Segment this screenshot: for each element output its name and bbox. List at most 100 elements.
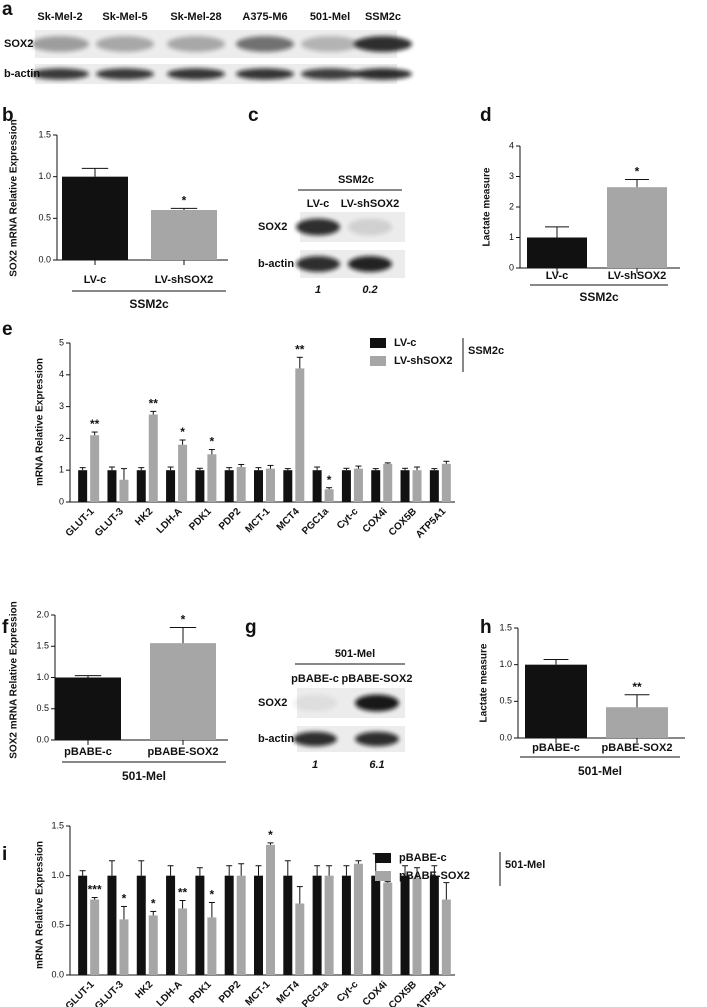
x-tick-label: LDH-A: [155, 979, 185, 1007]
x-tick-label: LV-c: [546, 270, 568, 282]
x-tick-label: GLUT-1: [64, 506, 97, 539]
x-tick-label: pBABE-SOX2: [602, 742, 673, 754]
bar: [295, 903, 305, 975]
lane-label: LV-c: [307, 198, 329, 210]
x-tick-label: MCT-1: [243, 506, 272, 535]
legend-swatch: [375, 871, 391, 881]
bar: [607, 187, 667, 268]
lane-label: Sk-Mel-2: [37, 11, 82, 23]
row-label: b-actin: [258, 733, 294, 745]
x-tick-label: PDP2: [217, 979, 244, 1006]
lane-label: pBABE-SOX2: [342, 673, 413, 685]
bar: [525, 664, 587, 738]
significance: *: [327, 473, 332, 487]
panel-letter: b: [2, 105, 14, 126]
blot-band: [354, 36, 412, 52]
bar: [151, 210, 217, 260]
y-axis-title: Lactate measure: [479, 643, 490, 722]
significance: *: [181, 613, 186, 627]
significance: **: [178, 886, 188, 900]
panel-letter: a: [2, 0, 13, 20]
y-tick-label: 1.0: [36, 672, 49, 682]
significance: *: [151, 897, 156, 911]
blot-band: [301, 36, 359, 52]
x-tick-label: COX4i: [361, 979, 390, 1007]
y-tick-label: 0.0: [38, 254, 51, 264]
significance: *: [268, 828, 273, 842]
y-tick-label: 1.5: [38, 129, 51, 139]
bar: [224, 470, 234, 502]
bar: [55, 677, 121, 740]
x-tick-label: MCT4: [275, 506, 302, 533]
blot-band: [167, 36, 225, 52]
x-tick-label: COX5B: [387, 979, 419, 1007]
x-tick-label: PGC1a: [300, 506, 331, 537]
y-axis-title: SOX2 mRNA Relative Expression: [9, 119, 20, 276]
y-tick-label: 1.0: [38, 171, 51, 181]
significance: *: [210, 888, 215, 902]
y-tick-label: 4: [509, 140, 514, 150]
blot-band: [96, 68, 154, 80]
blot-band: [296, 256, 340, 272]
bar: [107, 875, 117, 975]
blot-band: [348, 256, 392, 272]
significance: **: [90, 417, 100, 431]
y-tick-label: 1: [509, 232, 514, 242]
bar: [136, 875, 146, 975]
legend-label: pBABE-SOX2: [399, 870, 470, 882]
blot-title: SSM2c: [338, 174, 374, 186]
x-tick-label: MCT-1: [243, 979, 272, 1007]
significance: *: [182, 194, 187, 208]
bar: [207, 917, 217, 975]
y-tick-label: 1.5: [51, 820, 64, 830]
group-label: SSM2c: [129, 297, 169, 311]
row-label: SOX2: [4, 38, 33, 50]
bar: [150, 643, 216, 740]
bar: [400, 875, 410, 975]
y-tick-label: 0.0: [36, 734, 49, 744]
group-label: SSM2c: [468, 345, 504, 357]
bar: [236, 467, 246, 502]
bar: [312, 875, 322, 975]
bar: [283, 875, 293, 975]
lane-label: 501-Mel: [310, 11, 350, 23]
significance: ***: [88, 883, 102, 897]
bar: [254, 875, 263, 975]
bar: [527, 237, 587, 268]
significance: **: [295, 342, 305, 356]
bar: [178, 444, 188, 502]
blot-band: [167, 68, 225, 80]
blot-title: 501-Mel: [335, 648, 375, 660]
bar: [224, 875, 234, 975]
bar: [324, 875, 334, 975]
bar: [371, 470, 381, 502]
y-tick-label: 2: [509, 201, 514, 211]
blot-band: [354, 68, 412, 80]
bar: [166, 470, 176, 502]
group-label: 501-Mel: [505, 859, 545, 871]
y-tick-label: 0: [59, 496, 64, 506]
legend-label: LV-c: [394, 337, 416, 349]
bar: [119, 919, 129, 975]
y-tick-label: 3: [59, 401, 64, 411]
bar: [78, 470, 88, 502]
bar: [62, 176, 128, 260]
y-tick-label: 0.5: [38, 213, 51, 223]
legend-label: pBABE-c: [399, 852, 447, 864]
bar: [195, 470, 205, 502]
row-label: SOX2: [258, 221, 287, 233]
bar: [136, 470, 146, 502]
bar: [441, 899, 451, 975]
bar: [429, 875, 439, 975]
legend-swatch: [370, 356, 386, 366]
bar: [266, 468, 275, 502]
blot-band: [31, 36, 89, 52]
row-label: SOX2: [258, 697, 287, 709]
x-tick-label: ATP5A1: [414, 506, 449, 541]
bar: [383, 463, 393, 502]
legend-swatch: [375, 853, 391, 863]
y-tick-label: 0.5: [499, 696, 512, 706]
panel-letter: e: [2, 319, 13, 340]
y-axis-title: mRNA Relative Expression: [35, 358, 46, 486]
